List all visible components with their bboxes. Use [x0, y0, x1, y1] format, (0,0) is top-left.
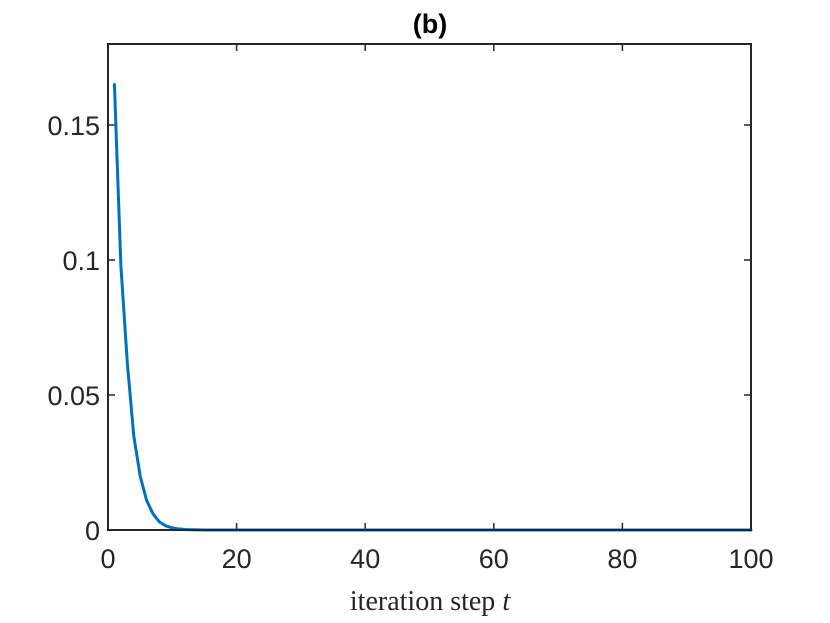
- x-tick-label: 40: [350, 544, 380, 574]
- x-tick-label: 20: [222, 544, 252, 574]
- x-tick-label: 80: [607, 544, 637, 574]
- axes-box: [107, 43, 752, 531]
- y-tick-label: 0.05: [47, 381, 100, 411]
- y-tick-label: 0: [85, 516, 100, 546]
- plot-area: 0 20 40 60 80 100 0 0.05 0.1 0.15: [47, 43, 774, 574]
- x-tick-label: 0: [100, 544, 115, 574]
- x-tick-label: 60: [479, 544, 509, 574]
- x-axis-label-text: iteration step: [350, 586, 495, 617]
- x-axis-label-variable: t: [502, 586, 511, 617]
- x-axis-label: iteration step t: [350, 586, 511, 617]
- plot-background: [108, 44, 751, 530]
- y-tick-label: 0.15: [47, 111, 100, 141]
- y-tick-label: 0.1: [62, 246, 100, 276]
- x-tick-label: 100: [728, 544, 773, 574]
- chart-title: (b): [413, 9, 447, 39]
